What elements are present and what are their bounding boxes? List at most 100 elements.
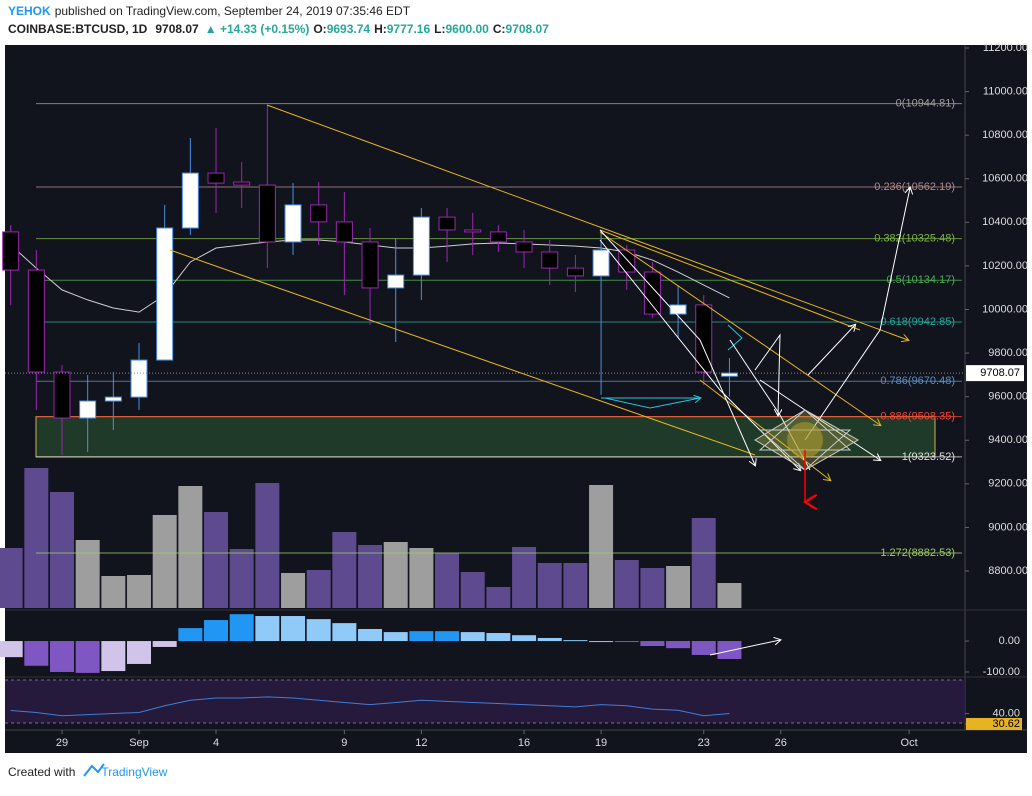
volume-bar bbox=[152, 515, 177, 608]
volume-bar bbox=[717, 583, 742, 608]
volume-bar bbox=[281, 573, 306, 608]
volume-bar bbox=[306, 570, 331, 608]
macd-bar bbox=[383, 632, 408, 642]
logo bbox=[83, 763, 105, 777]
volume-bar bbox=[666, 566, 691, 608]
macd-bar bbox=[537, 637, 562, 642]
created: Created with bbox=[8, 765, 75, 779]
candle-body bbox=[181, 172, 199, 229]
volume-bar bbox=[614, 560, 639, 608]
symbol-line: COINBASE:BTCUSD, 1D 9708.07 ▲ +14.33 (+0.1… bbox=[8, 22, 549, 36]
candle-body bbox=[104, 396, 122, 402]
candle-body bbox=[541, 251, 559, 269]
candle-body bbox=[27, 269, 45, 373]
ohlc-value: 9693.74 bbox=[327, 22, 371, 36]
volume-bar bbox=[178, 486, 203, 608]
x-tick-label: Sep bbox=[129, 737, 149, 749]
candle-body bbox=[438, 216, 456, 231]
volume-bar bbox=[460, 572, 485, 608]
macd-bar bbox=[563, 640, 588, 642]
macd-bar bbox=[24, 641, 49, 666]
fib-label: 0(10944.81) bbox=[896, 98, 955, 110]
y-tick-label: 8800.00 bbox=[988, 565, 1028, 577]
candle-body bbox=[130, 359, 148, 398]
x-tick-label: 23 bbox=[698, 737, 710, 749]
chart-background bbox=[5, 45, 1027, 753]
macd-bar bbox=[204, 620, 229, 642]
author: YEHOK bbox=[8, 4, 51, 18]
candle-body bbox=[335, 221, 353, 243]
ohlc-value: 9708.07 bbox=[506, 22, 550, 36]
candle-body bbox=[387, 274, 405, 289]
x-tick-label: 4 bbox=[213, 737, 219, 749]
last: 9708.07 bbox=[155, 22, 199, 36]
macd-bar bbox=[666, 641, 691, 649]
candle-body bbox=[53, 371, 71, 419]
volume-bar bbox=[691, 518, 716, 608]
macd-bar bbox=[486, 633, 511, 642]
x-tick-label: 26 bbox=[775, 737, 787, 749]
candle-body bbox=[643, 271, 661, 315]
ohlc-label: C: bbox=[493, 22, 506, 36]
symbol: COINBASE:BTCUSD, 1D bbox=[8, 22, 148, 36]
plot: 8800.00 9000.00 9200.00 9400.00 9600.00 9800.… bbox=[0, 42, 1028, 749]
x-tick-label: 29 bbox=[56, 737, 68, 749]
volume-bar bbox=[75, 540, 100, 608]
brand: TradingView bbox=[101, 765, 167, 779]
macd-bar bbox=[75, 641, 100, 673]
rsi-value-box bbox=[966, 717, 1022, 730]
macd-bar bbox=[640, 641, 665, 647]
y-tick-label: 9600.00 bbox=[988, 391, 1028, 403]
macd-bar bbox=[306, 619, 331, 642]
fib-label: 0.236(10562.19) bbox=[874, 181, 955, 193]
y-tick-label: 10600.00 bbox=[982, 173, 1028, 185]
volume-bar bbox=[229, 549, 254, 608]
candle-body bbox=[489, 231, 507, 243]
ohlc-label: O: bbox=[313, 22, 326, 36]
macd-tick-label: -100.00 bbox=[983, 666, 1020, 678]
ohlc-label: L: bbox=[434, 22, 445, 36]
volume-bar bbox=[50, 492, 74, 608]
volume-bar bbox=[127, 575, 152, 608]
footer: Created with TradingView bbox=[8, 765, 168, 779]
macd-bar bbox=[589, 641, 614, 643]
candle-body bbox=[515, 241, 533, 253]
volume-bar bbox=[486, 587, 511, 608]
candle-body bbox=[258, 184, 276, 243]
y-tick-label: 10000.00 bbox=[982, 303, 1028, 315]
candle-body bbox=[695, 304, 713, 373]
volume-bar bbox=[537, 563, 562, 608]
last-price-label: 9708.07 bbox=[980, 367, 1020, 379]
volume-bar bbox=[640, 568, 665, 608]
volume-bar bbox=[563, 563, 588, 608]
macd-bar bbox=[0, 641, 23, 658]
candle-body bbox=[284, 204, 302, 243]
candle-body bbox=[412, 216, 430, 276]
change: ▲ +14.33 (+0.15%) bbox=[205, 22, 310, 36]
x-tick-label: 16 bbox=[518, 737, 530, 749]
fib-label: 0.382(10325.48) bbox=[874, 232, 955, 244]
volume-bar bbox=[589, 485, 614, 608]
candle-body bbox=[233, 181, 251, 186]
volume-bar bbox=[204, 512, 229, 608]
published: published on TradingView.com, September … bbox=[55, 4, 411, 18]
candle-body bbox=[592, 249, 610, 277]
candle-body bbox=[310, 204, 328, 223]
volume-bar bbox=[383, 542, 408, 608]
volume-bar bbox=[101, 576, 126, 608]
macd-bar bbox=[717, 641, 742, 659]
macd-bar bbox=[512, 635, 537, 642]
y-tick-label: 9000.00 bbox=[988, 521, 1028, 533]
fib-label: 0.886(9508.35) bbox=[880, 411, 955, 423]
rsi-tick-label: 40.00 bbox=[992, 707, 1020, 719]
macd-bar bbox=[460, 632, 485, 642]
macd-bar bbox=[50, 641, 74, 672]
x-tick-label: Oct bbox=[901, 737, 918, 749]
candle-body bbox=[464, 229, 482, 233]
ohlc-value: 9777.16 bbox=[387, 22, 431, 36]
macd-bar bbox=[281, 616, 306, 642]
fib-label: 1(9323.52) bbox=[902, 451, 955, 463]
macd-tick-label: 0.00 bbox=[999, 635, 1020, 647]
volume-bar bbox=[255, 483, 280, 608]
